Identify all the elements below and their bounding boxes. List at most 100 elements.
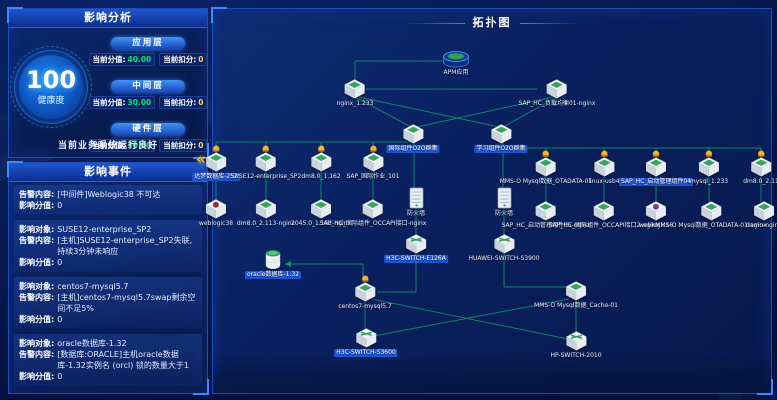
event-field: 影响对象: SUSE12-enterprise_SP2 (19, 224, 197, 235)
topo-node-nginx-1233[interactable]: nginx_1.233 (337, 79, 373, 108)
layer-pill-application[interactable]: 应用层 (111, 37, 185, 50)
deduct-value: 0 (198, 98, 204, 107)
server-node-icon (344, 79, 366, 99)
health-gauge: 100 健康度 (10, 46, 92, 128)
server-node-icon (546, 79, 568, 99)
event-field-label: 影响对象: (19, 282, 55, 291)
server-node-icon (565, 281, 587, 301)
topo-node-mysql1233[interactable]: mysql_1.233 (690, 150, 728, 186)
topo-node-label: SAP_HC_负载均衡01-nginx (518, 100, 596, 107)
layer-pill-hardware[interactable]: 硬件层 (111, 123, 185, 136)
impact-events-title: 影响事件 (9, 163, 207, 182)
topo-node-sw-huawei[interactable]: HUAWEI-SWITCH-S3900 (468, 234, 540, 263)
topo-node-label: H3C-SWITCH-E126A (384, 255, 448, 263)
switch-icon (493, 234, 515, 254)
topo-node-sap04[interactable]: SAP_HC_启动管理组件04 (619, 150, 693, 186)
database-icon (264, 249, 282, 270)
event-field-label: 影响对象: (19, 225, 55, 234)
alarm-server-icon (698, 150, 720, 177)
score-value: 40.00 (127, 55, 152, 64)
weblogic-server-icon (205, 199, 227, 219)
topo-node-label: HP-SWITCH-2010 (550, 352, 602, 359)
event-field-value: 0 (57, 372, 63, 381)
topo-node-sw-e126a[interactable]: H3C-SWITCH-E126A (384, 234, 448, 263)
topo-node-label: dm8.0_1.162 (301, 173, 341, 180)
topo-node-fw1[interactable]: 防火墙 (407, 187, 425, 218)
topo-node-label: 达梦数据库-252 (192, 173, 240, 181)
topo-node-sap05[interactable]: SAP_HC_启动管理组件05-nginx (502, 201, 590, 230)
alarm-server-icon (645, 150, 667, 177)
event-field-label: 影响分值: (19, 315, 55, 324)
topo-node-occapi2[interactable]: SAP_HC_国际组件_OCCAPI接口2-nginx (549, 201, 659, 230)
topo-node-dm81[interactable]: dm8.0_1.162 (301, 145, 341, 181)
topo-node-label: MMS-O Mysql数据_OTADATA-01 (499, 178, 593, 185)
event-field-value: [数据库:ORACLE]主机oracle数据库-1.32实例名 (orcl) 锁… (57, 350, 189, 370)
deduct-chip: 当前扣分: 0 (159, 139, 208, 152)
event-field-value: [中间件]Weblogic38 不可达 (57, 190, 161, 199)
topo-node-label: weblogic38 (198, 220, 234, 227)
topo-node-wl16[interactable]: weblogic16 (639, 201, 673, 230)
event-field-value: 0 (57, 201, 63, 210)
topo-node-occapi[interactable]: SAP_HC_国际组件_OCCAPI接口-nginx (319, 199, 427, 228)
topo-node-label: SAP_国际作业_101 (346, 173, 400, 180)
event-field-value: 0 (57, 258, 63, 267)
topo-node-mmson[interactable]: MMS-O Mysql数据_OTADATA-01-nginx (655, 201, 767, 230)
layer-pill-middleware[interactable]: 中间层 (111, 80, 185, 93)
score-chip: 当前分值: 30.00 (88, 139, 156, 152)
topo-node-lb01[interactable]: SAP_HC_负载均衡01-nginx (518, 79, 596, 108)
topo-node-mmso01[interactable]: MMS-O Mysql数据_OTADATA-01 (499, 150, 593, 186)
topo-node-label: 2045.0_1.162-nginx (291, 220, 351, 227)
topo-node-fw2[interactable]: 防火墙 (495, 187, 513, 218)
topo-node-dm82113[interactable]: dm8.0_2.113-nginx (237, 199, 295, 228)
topo-node-label: linux-usb4 (588, 178, 620, 185)
deduct-value: 0 (198, 55, 204, 64)
topo-node-label: mysql_1.233 (689, 178, 729, 185)
topo-node-label: dm8.0_2.11 (743, 178, 777, 185)
event-card[interactable]: 告警内容: [中间件]Weblogic38 不可达 影响分值: 0 (14, 185, 202, 215)
alarm-server-icon (255, 145, 277, 172)
topo-node-wl38[interactable]: weblogic38 (199, 199, 233, 228)
topo-node-sap101[interactable]: SAP_国际作业_101 (346, 145, 400, 181)
score-value: 30.00 (127, 141, 152, 150)
firewall-icon (408, 187, 423, 209)
event-field-value: [主机]centos7-mysql5.7swap剩余空间不足5% (57, 293, 196, 313)
topo-node-damon[interactable]: damo-nginx (746, 201, 777, 230)
topo-node-label: MMS-O Mysql数据_OTADATA-01-nginx (655, 222, 767, 229)
topo-node-dm252[interactable]: 达梦数据库-252 (192, 145, 240, 181)
topo-node-apm[interactable]: APM应用 (442, 50, 470, 77)
topo-node-centos7[interactable]: centos7-mysql5.7 (338, 275, 392, 311)
topo-node-cluster-study[interactable]: 学习组件O2O群集 (474, 124, 528, 153)
event-field: 影响对象: oracle数据库-1.32 (19, 338, 197, 349)
event-field-value: 0 (57, 315, 63, 324)
alarm-server-icon (354, 275, 376, 302)
event-card[interactable]: 影响对象: centos7-mysql5.7 告警内容: [主机]centos7-my… (14, 277, 202, 329)
layer-middleware: 中间层 当前分值: 30.00 当前扣分: 0 (88, 73, 208, 109)
topo-node-label: centos7-mysql5.7 (338, 303, 392, 310)
impact-analysis-title: 影响分析 (9, 9, 207, 28)
switch-icon (565, 331, 587, 351)
server-node-icon (402, 124, 424, 144)
topo-node-mmsocache[interactable]: MMS-O Mysql数据_Cache-01 (534, 281, 618, 310)
topo-node-suse[interactable]: SUSE12-enterprise_SP2 (231, 145, 301, 181)
topo-node-n1162[interactable]: 2045.0_1.162-nginx (291, 199, 351, 228)
collapse-panel-icon[interactable]: « (196, 150, 206, 168)
event-field-value: SUSE12-enterprise_SP2 (57, 225, 152, 234)
topo-node-label: SAP_HC_国际组件_OCCAPI接口-nginx (319, 220, 427, 227)
topo-node-dm8211[interactable]: dm8.0_2.11 (743, 150, 777, 186)
server-node-icon (310, 199, 332, 219)
topo-node-cluster-intl[interactable]: 国际组件O2O群集 (386, 124, 440, 153)
event-card[interactable]: 影响对象: oracle数据库-1.32 告警内容: [数据库:ORACLE]主机or… (14, 334, 202, 386)
event-field: 影响分值: 0 (19, 371, 197, 382)
server-node-icon (255, 199, 277, 219)
event-list[interactable]: 告警内容: [中间件]Weblogic38 不可达 影响分值: 0 影响对象: SUSE1… (14, 185, 202, 388)
topo-node-linuxusb[interactable]: linux-usb4 (588, 150, 620, 186)
topo-node-oracle132[interactable]: oracle数据库-1.32 (245, 249, 301, 279)
topo-node-sw3600[interactable]: H3C-SWITCH-S3600 (334, 328, 398, 357)
event-field-label: 影响分值: (19, 201, 55, 210)
event-card[interactable]: 影响对象: SUSE12-enterprise_SP2 告警内容: [主机]SUSE1… (14, 220, 202, 272)
alarm-server-icon (205, 145, 227, 172)
topo-node-hp2010[interactable]: HP-SWITCH-2010 (550, 331, 602, 360)
topo-node-label: 防火墙 (406, 210, 426, 217)
topo-node-label: HUAWEI-SWITCH-S3900 (468, 255, 540, 262)
deduct-value: 0 (198, 141, 204, 150)
